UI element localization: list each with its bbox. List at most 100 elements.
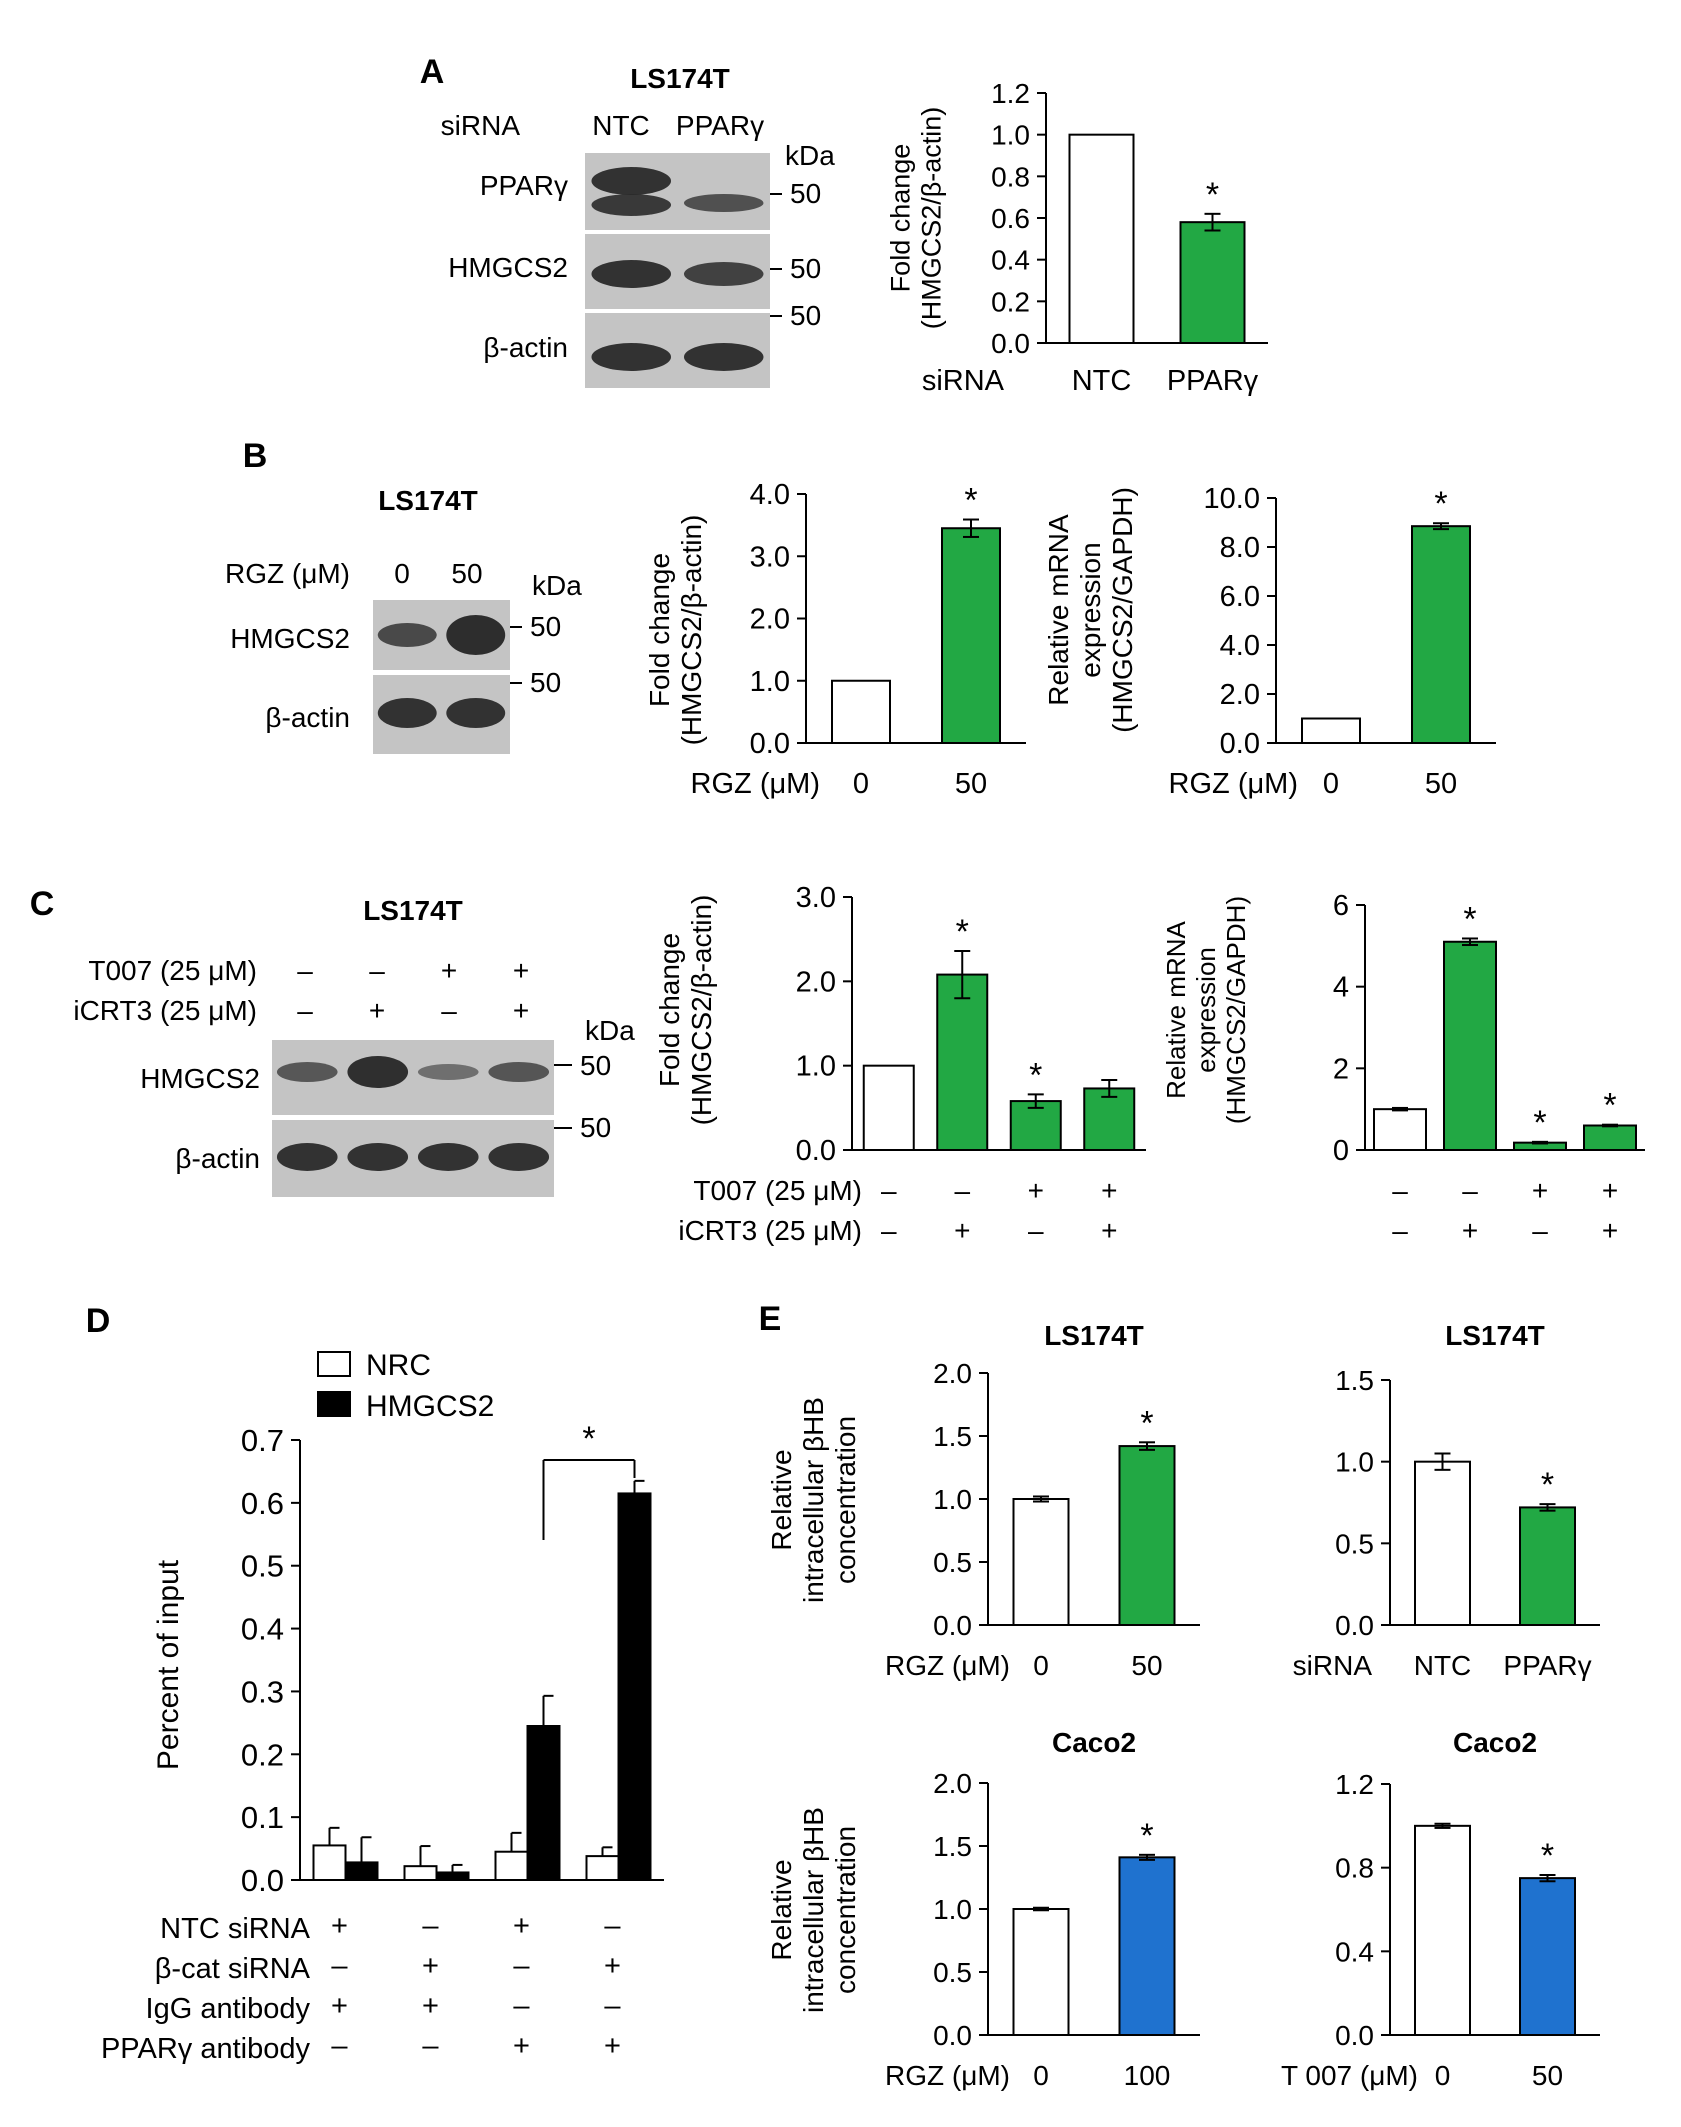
chart-A-ytick-label: 1.2 bbox=[991, 78, 1030, 109]
chart-E1-x-label-1: 50 bbox=[1131, 1650, 1162, 1681]
panel-D-cond-sign-0-2: + bbox=[513, 1910, 530, 1942]
chart-D-bar-0-2 bbox=[494, 1850, 529, 1881]
chart-B2-x-label-1: 50 bbox=[1425, 768, 1457, 800]
panel-D-cond-sign-2-0: + bbox=[331, 1990, 348, 2022]
chart-E2-star-1: * bbox=[1541, 1466, 1554, 1504]
chart-E3-ylabel-line-2: concentration bbox=[830, 1826, 861, 1994]
chart-C1-ylabel-line-0: Fold change bbox=[654, 933, 685, 1087]
chart-E1-ytick-label: 1.0 bbox=[933, 1484, 972, 1515]
panel-C-band-1-3 bbox=[488, 1143, 550, 1171]
panel-C-band-0-2 bbox=[417, 1064, 479, 1080]
chart-C1-star-1: * bbox=[956, 913, 969, 951]
chart-D-ytick-label: 0.7 bbox=[241, 1423, 284, 1458]
chart-E3-x-label-0: 0 bbox=[1033, 2060, 1049, 2091]
panel-B-row-0: HMGCS2 bbox=[230, 623, 350, 654]
chart-C2-bar-1 bbox=[1443, 940, 1497, 1151]
panel-D-cond-sign-2-3: – bbox=[604, 1990, 621, 2022]
chart-E2-x-row-label: siRNA bbox=[1293, 1650, 1373, 1681]
chart-C1-x-sign-0-3: + bbox=[1101, 1175, 1117, 1206]
chart-C2-star-1: * bbox=[1463, 900, 1476, 938]
chart-B1-ylabel-line-0: Fold change bbox=[644, 553, 675, 707]
chart-B1-bar-0 bbox=[831, 679, 891, 744]
chart-A-bar-1 bbox=[1179, 221, 1246, 345]
chart-B2-bar-1 bbox=[1411, 525, 1471, 744]
panel-B2-x-row-label: RGZ (μM) bbox=[1169, 768, 1298, 800]
chart-B1-x-label-1: 50 bbox=[955, 768, 987, 800]
panel-B-marker-0: 50 bbox=[530, 611, 561, 642]
chart-B2-ytick-label: 0.0 bbox=[1220, 728, 1260, 760]
chart-A-ytick-label: 0.8 bbox=[991, 161, 1030, 192]
chart-D-ytick-label: 0.1 bbox=[241, 1800, 284, 1835]
chart-C1-ytick-label: 1.0 bbox=[796, 1051, 836, 1083]
panel-D-cond-sign-1-3: + bbox=[604, 1950, 621, 1982]
chart-B1-x-label-0: 0 bbox=[853, 768, 869, 800]
chart-B1-ylabel-line-1: (HMGCS2/β-actin) bbox=[676, 515, 707, 746]
chart-E1-star-1: * bbox=[1140, 1404, 1153, 1442]
chart-E4-bar-1 bbox=[1519, 1877, 1576, 2036]
panel-C-marker-0: 50 bbox=[580, 1050, 611, 1081]
chart-E3-ytick-label: 1.5 bbox=[933, 1831, 972, 1862]
chart-D-ytick-label: 0.0 bbox=[241, 1863, 284, 1898]
panel-A-x-row-label: siRNA bbox=[922, 365, 1005, 397]
chart-C1-x-sign-0-1: – bbox=[954, 1175, 970, 1206]
panel-B-kda: kDa bbox=[532, 570, 582, 601]
chart-E3-bar-1 bbox=[1118, 1856, 1176, 2036]
chart-A-ytick-label: 0.2 bbox=[991, 286, 1030, 317]
chart-B1-ytick-label: 0.0 bbox=[750, 728, 790, 760]
chart-C2-star-3: * bbox=[1603, 1087, 1616, 1125]
chart-E4-ytick-label: 1.2 bbox=[1335, 1769, 1374, 1800]
panel-A-band-1-1 bbox=[683, 262, 764, 286]
chart-C1-ytick-label: 2.0 bbox=[796, 966, 836, 998]
panel-B-band-0-1 bbox=[446, 615, 506, 655]
chart-C2-ylabel-line-2: (HMGCS2/GAPDH) bbox=[1221, 896, 1251, 1124]
panel-C-icrt3-sign-1: + bbox=[369, 995, 385, 1026]
chart-C1-ytick-label: 3.0 bbox=[796, 882, 836, 914]
chart-E3-ytick-label: 0.0 bbox=[933, 2020, 972, 2051]
panel-C-cell-title: LS174T bbox=[363, 895, 463, 926]
chart-A-ytick-label: 0.6 bbox=[991, 203, 1030, 234]
chart-C1-x-sign-0-0: – bbox=[881, 1175, 897, 1206]
chart-A-ylabel-line-1: (HMGCS2/β-actin) bbox=[917, 107, 947, 330]
panel-A-lane-0: NTC bbox=[592, 110, 650, 141]
chart-B1-ytick-label: 3.0 bbox=[750, 541, 790, 573]
chart-B2-x-label-0: 0 bbox=[1323, 768, 1339, 800]
panel-E-letter: E bbox=[759, 1300, 782, 1338]
chart-E2-title: LS174T bbox=[1445, 1320, 1545, 1351]
chart-E4-x-label-1: 50 bbox=[1532, 2060, 1563, 2091]
chart-D-bracket-star: * bbox=[582, 1420, 595, 1458]
chart-D-ylabel-line-0: Percent of input bbox=[152, 1559, 185, 1770]
panel-D-cond-sign-3-3: + bbox=[604, 2030, 621, 2062]
chart-A-x-label-1: PPARγ bbox=[1167, 365, 1259, 397]
chart-E3-ytick-label: 1.0 bbox=[933, 1894, 972, 1925]
panel-C-t007-sign-3: + bbox=[513, 955, 529, 986]
panel-D-cond-label-2: IgG antibody bbox=[146, 1993, 311, 2025]
chart-C1-x-sign-1-0: – bbox=[881, 1215, 897, 1246]
chart-C2-ytick-label: 4 bbox=[1333, 972, 1349, 1004]
panel-D-cond-sign-1-0: – bbox=[331, 1950, 348, 1982]
panel-B-rgz-label: RGZ (μM) bbox=[225, 558, 350, 589]
panel-D-cond-sign-3-2: + bbox=[513, 2030, 530, 2062]
panel-A-band-2-1 bbox=[683, 343, 764, 371]
chart-E4-ytick-label: 0.8 bbox=[1335, 1853, 1374, 1884]
panel-A-letter: A bbox=[420, 53, 445, 91]
chart-E1-ylabel-line-1: intracellular βHB bbox=[798, 1397, 829, 1603]
chart-A-bar-0 bbox=[1068, 133, 1135, 344]
panel-D-cond-sign-2-1: + bbox=[422, 1990, 439, 2022]
panel-D-legend-swatch-1 bbox=[317, 1391, 351, 1417]
chart-E1-x-label-0: 0 bbox=[1033, 1650, 1049, 1681]
panel-B-lane-1: 50 bbox=[451, 558, 482, 589]
panel-A-siRNA-label: siRNA bbox=[441, 110, 521, 141]
panel-C-band-0-3 bbox=[488, 1062, 550, 1082]
chart-C1-bar-1 bbox=[936, 973, 989, 1151]
chart-C1-x-sign-1-3: + bbox=[1101, 1215, 1117, 1246]
chart-E1-bar-1 bbox=[1118, 1445, 1176, 1626]
chart-E3-star-1: * bbox=[1140, 1817, 1153, 1855]
chart-C2-x-sign-1-2: – bbox=[1532, 1215, 1548, 1246]
chart-A-x-label-0: NTC bbox=[1072, 365, 1132, 397]
panel-B-band-1-1 bbox=[446, 698, 506, 728]
panel-C-icrt3-sign-3: + bbox=[513, 995, 529, 1026]
panel-D-cond-label-0: NTC siRNA bbox=[160, 1913, 310, 1945]
panel-A-row-0: PPARγ bbox=[480, 170, 568, 201]
chart-E3-x-row-label: RGZ (μM) bbox=[885, 2060, 1010, 2091]
